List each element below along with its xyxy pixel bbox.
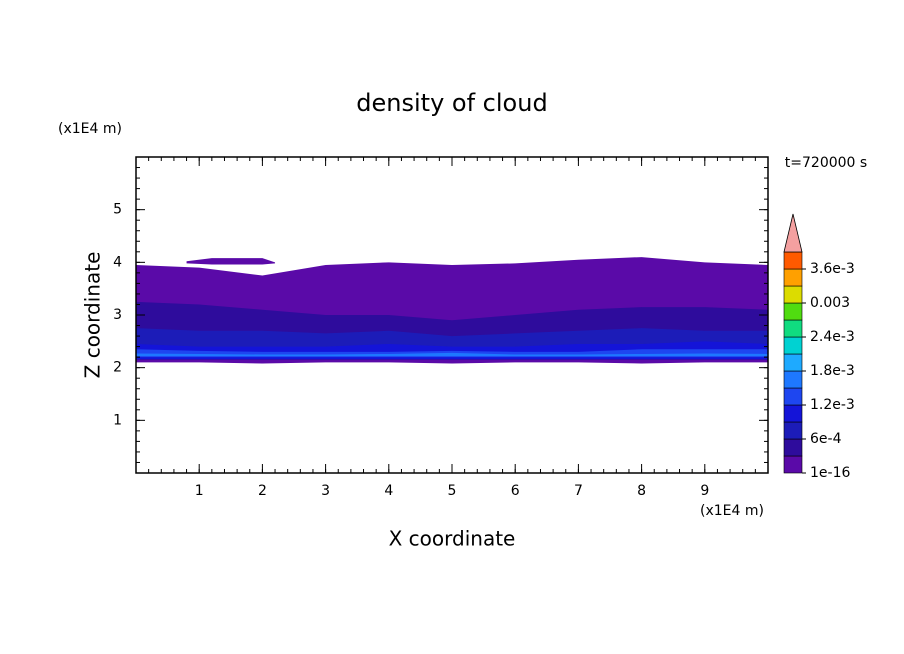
time-annotation: t=720000 s	[785, 155, 867, 171]
x-axis-label: X coordinate	[389, 527, 516, 551]
x-tick-label: 8	[637, 483, 646, 499]
x-tick-label: 7	[574, 483, 583, 499]
colorbar-tick-label: 1e-16	[810, 465, 850, 481]
colorbar-box	[783, 353, 803, 372]
colorbar-box	[783, 404, 803, 423]
x-tick-label: 9	[700, 483, 709, 499]
y-tick-label: 5	[113, 202, 122, 218]
x-tick-label: 1	[195, 483, 204, 499]
colorbar-box	[783, 302, 803, 321]
colorbar-box	[783, 438, 803, 457]
contour-region	[186, 258, 276, 265]
colorbar-tick-label: 3.6e-3	[810, 261, 855, 277]
colorbar-box	[783, 336, 803, 355]
y-axis-label: Z coordinate	[81, 252, 105, 379]
colorbar-extend	[783, 213, 803, 253]
colorbar-tick-label: 0.003	[810, 295, 850, 311]
x-tick-label: 3	[321, 483, 330, 499]
x-unit: (x1E4 m)	[700, 503, 764, 519]
colorbar-box	[783, 268, 803, 287]
colorbar-tick-label: 1.2e-3	[810, 397, 855, 413]
x-tick-label: 6	[511, 483, 520, 499]
x-tick-label: 4	[384, 483, 393, 499]
colorbar-box	[783, 387, 803, 406]
contour-region	[136, 352, 768, 357]
colorbar-box	[783, 319, 803, 338]
colorbar-box	[783, 251, 803, 270]
colorbar-box	[783, 370, 803, 389]
y-tick-label: 3	[113, 307, 122, 323]
x-tick-label: 2	[258, 483, 267, 499]
colorbar-box	[783, 455, 803, 474]
y-tick-label: 4	[113, 254, 122, 270]
y-tick-label: 2	[113, 360, 122, 376]
x-tick-label: 5	[448, 483, 457, 499]
chart-title: density of cloud	[356, 89, 547, 117]
colorbar-tick-label: 2.4e-3	[810, 329, 855, 345]
colorbar-box	[783, 285, 803, 304]
y-unit: (x1E4 m)	[58, 121, 122, 137]
y-tick-label: 1	[113, 412, 122, 428]
colorbar-tick-label: 6e-4	[810, 431, 842, 447]
colorbar-box	[783, 421, 803, 440]
colorbar-tick-label: 1.8e-3	[810, 363, 855, 379]
